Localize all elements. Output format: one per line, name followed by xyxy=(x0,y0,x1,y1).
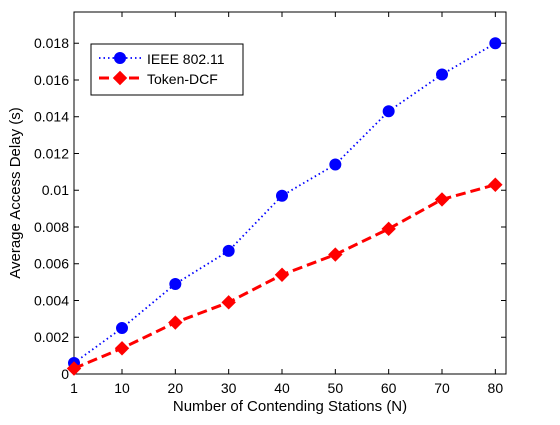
y-tick-label: 0.002 xyxy=(34,329,69,345)
y-tick-label: 0.018 xyxy=(34,35,69,51)
legend-label-token-dcf: Token-DCF xyxy=(147,71,218,87)
data-point-series-1 xyxy=(168,315,183,330)
y-tick-label: 0.016 xyxy=(34,72,69,88)
data-point-series-1 xyxy=(434,192,450,207)
x-tick-label: 50 xyxy=(328,380,344,396)
data-point-series-0 xyxy=(329,158,342,171)
y-tick-label: 0.004 xyxy=(34,292,69,308)
data-point-series-0 xyxy=(169,277,182,290)
data-point-series-1 xyxy=(488,177,503,192)
y-tick-label: 0.008 xyxy=(34,219,69,235)
data-point-series-1 xyxy=(274,267,290,282)
data-point-series-1 xyxy=(328,247,343,262)
series-line-0 xyxy=(73,42,496,364)
data-point-series-1 xyxy=(114,341,130,356)
legend-swatch-marker-0 xyxy=(114,52,126,64)
y-tick-label: 0 xyxy=(61,366,69,382)
data-point-series-1 xyxy=(221,295,236,310)
x-axis: 1 10 20 30 40 50 60 70 80 xyxy=(70,12,503,396)
data-point-series-1 xyxy=(66,361,82,376)
legend-box xyxy=(90,43,244,96)
legend-swatch-marker-1 xyxy=(112,70,128,86)
legend-label-ieee: IEEE 802.11 xyxy=(147,51,225,67)
data-point-series-1 xyxy=(381,221,396,237)
y-tick-label: 0.006 xyxy=(34,256,69,272)
x-tick-label: 80 xyxy=(488,380,504,396)
x-tick-label: 60 xyxy=(381,380,397,396)
y-axis: 0 0.002 0.004 0.006 0.008 0.01 0.012 0.014 0.016… xyxy=(34,35,506,382)
y-tick-label: 0.012 xyxy=(34,145,69,161)
x-tick-label: 30 xyxy=(221,380,237,396)
y-axis-title: Average Access Delay (s) xyxy=(7,107,24,278)
data-point-series-0 xyxy=(116,322,128,335)
x-tick-label: 40 xyxy=(274,380,290,396)
x-tick-label: 1 xyxy=(70,380,78,396)
data-point-series-0 xyxy=(222,244,235,257)
data-point-series-0 xyxy=(436,68,448,81)
x-tick-label: 10 xyxy=(114,380,130,396)
x-tick-label: 20 xyxy=(168,380,184,396)
series-layer xyxy=(66,37,503,376)
x-axis-title: Number of Contending Stations (N) xyxy=(173,398,407,415)
y-tick-label: 0.014 xyxy=(34,109,69,125)
x-tick-label: 70 xyxy=(434,380,450,396)
data-point-series-0 xyxy=(276,189,288,202)
data-point-series-0 xyxy=(382,105,395,118)
y-tick-label: 0.01 xyxy=(42,182,69,198)
legend: IEEE 802.11 Token-DCF xyxy=(90,43,244,96)
data-point-series-0 xyxy=(489,37,502,50)
